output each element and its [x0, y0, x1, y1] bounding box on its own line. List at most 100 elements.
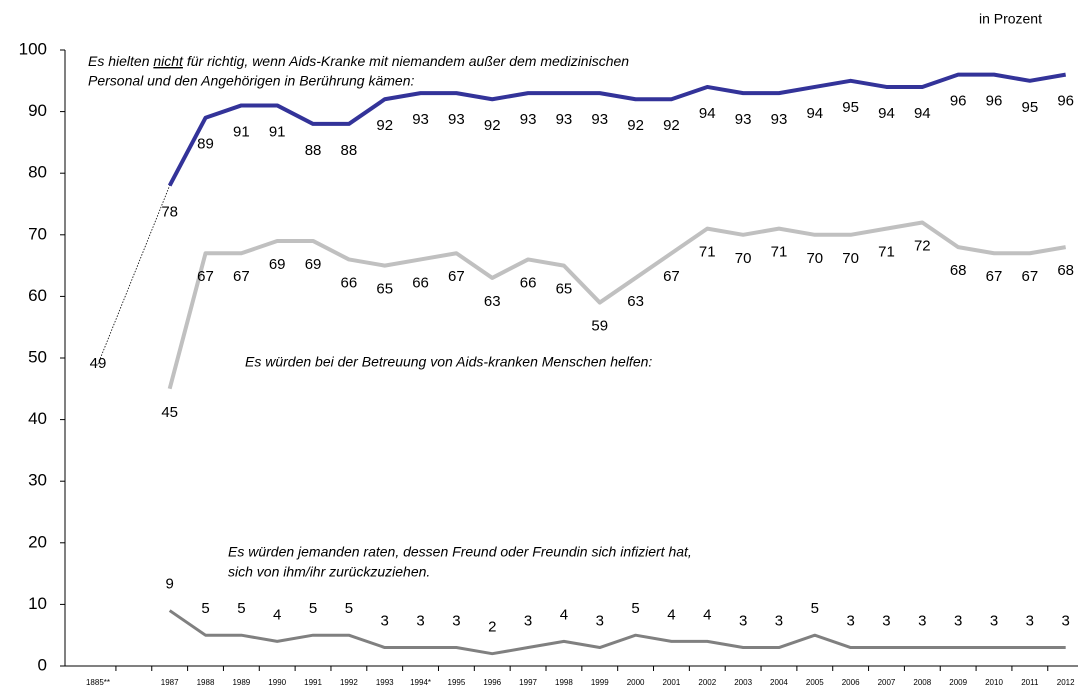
value-label: 91 [233, 123, 250, 140]
x-tick-label: 2006 [842, 678, 860, 687]
y-tick-label: 0 [38, 655, 47, 674]
x-tick-label: 2009 [949, 678, 967, 687]
value-label: 3 [882, 612, 890, 629]
x-tick-label: 1995 [448, 678, 466, 687]
y-tick-label: 50 [28, 347, 47, 366]
value-label: 72 [914, 237, 931, 254]
value-label: 96 [950, 93, 967, 110]
x-tick-label: 1999 [591, 678, 609, 687]
series-line [168, 609, 1066, 656]
value-label: 70 [806, 250, 823, 267]
x-tick-label: 1996 [483, 678, 501, 687]
value-label: 69 [305, 256, 322, 273]
value-label: 45 [161, 404, 178, 421]
value-label: 95 [1021, 99, 1038, 116]
annotation: Es würden jemanden raten, dessen Freund … [228, 544, 692, 560]
x-tick-label: 1991 [304, 678, 322, 687]
value-label: 88 [341, 142, 358, 159]
value-label: 3 [381, 612, 389, 629]
value-label: 5 [811, 600, 819, 617]
value-label: 93 [771, 111, 788, 128]
value-label: 92 [663, 117, 680, 134]
value-label: 65 [376, 281, 393, 298]
value-label: 91 [269, 123, 286, 140]
value-label: 68 [1057, 262, 1074, 279]
value-label: 5 [309, 600, 317, 617]
x-tick-label: 2010 [985, 678, 1003, 687]
value-label: 5 [237, 600, 245, 617]
x-tick-label: 2011 [1021, 678, 1039, 687]
x-tick-label: 2000 [627, 678, 645, 687]
annotation-part: für richtig, wenn Aids-Kranke mit nieman… [183, 53, 629, 69]
value-label: 65 [556, 281, 573, 298]
y-tick-label: 70 [28, 224, 47, 243]
x-tick-label: 1993 [376, 678, 394, 687]
value-label: 95 [842, 99, 859, 116]
value-label: 4 [560, 606, 568, 623]
value-label: 96 [986, 93, 1003, 110]
value-label: 3 [524, 612, 532, 629]
value-label: 93 [556, 111, 573, 128]
value-label: 3 [416, 612, 424, 629]
value-label: 63 [627, 293, 644, 310]
value-label: 66 [520, 274, 537, 291]
value-label: 93 [412, 111, 429, 128]
value-label: 94 [878, 105, 895, 122]
x-tick-label: 1997 [519, 678, 537, 687]
x-tick-label: 1994* [410, 678, 431, 687]
value-label: 3 [452, 612, 460, 629]
x-tick-label: 1989 [232, 678, 250, 687]
x-tick-label: 1992 [340, 678, 358, 687]
value-label: 3 [990, 612, 998, 629]
value-label: 93 [591, 111, 608, 128]
value-label: 9 [166, 576, 174, 593]
value-label: 93 [735, 111, 752, 128]
value-label: 5 [631, 600, 639, 617]
y-tick-label: 90 [28, 101, 47, 120]
value-label: 94 [914, 105, 931, 122]
x-tick-label: 2005 [806, 678, 824, 687]
y-tick-label: 100 [19, 39, 47, 58]
value-label: 5 [345, 600, 353, 617]
value-label: 92 [484, 117, 501, 134]
value-label: 63 [484, 293, 501, 310]
value-label: 3 [739, 612, 747, 629]
series-line [167, 72, 1067, 187]
value-label: 68 [950, 262, 967, 279]
value-label: 70 [842, 250, 859, 267]
x-tick-label: 2002 [698, 678, 716, 687]
value-label: 89 [197, 136, 214, 153]
unit-label: in Prozent [979, 11, 1042, 27]
annotation: sich von ihm/ihr zurückzuziehen. [228, 564, 430, 580]
x-tick-label: 2001 [663, 678, 681, 687]
value-label: 94 [699, 105, 716, 122]
value-label: 3 [596, 612, 604, 629]
y-tick-label: 60 [28, 286, 47, 305]
value-label: 93 [448, 111, 465, 128]
value-label: 66 [341, 274, 358, 291]
value-label: 3 [918, 612, 926, 629]
value-label: 3 [1026, 612, 1034, 629]
x-tick-label: 1988 [197, 678, 215, 687]
value-label: 3 [1062, 612, 1070, 629]
value-label: 4 [273, 606, 281, 623]
value-label: 3 [954, 612, 962, 629]
value-label: 71 [878, 244, 895, 261]
y-tick-label: 40 [28, 409, 47, 428]
x-tick-label: 2003 [734, 678, 752, 687]
value-label: 67 [448, 268, 465, 285]
value-label: 5 [201, 600, 209, 617]
value-label: 70 [735, 250, 752, 267]
value-label: 3 [775, 612, 783, 629]
x-tick-label: 2004 [770, 678, 788, 687]
x-tick-label: 1987 [161, 678, 179, 687]
annotation-part: nicht [153, 53, 184, 69]
value-label: 49 [90, 355, 107, 372]
value-label: 67 [663, 268, 680, 285]
value-label: 4 [703, 606, 711, 623]
x-tick-label: 2012 [1057, 678, 1075, 687]
value-label: 67 [1021, 268, 1038, 285]
x-tick-label: 2007 [878, 678, 896, 687]
value-label: 88 [305, 142, 322, 159]
